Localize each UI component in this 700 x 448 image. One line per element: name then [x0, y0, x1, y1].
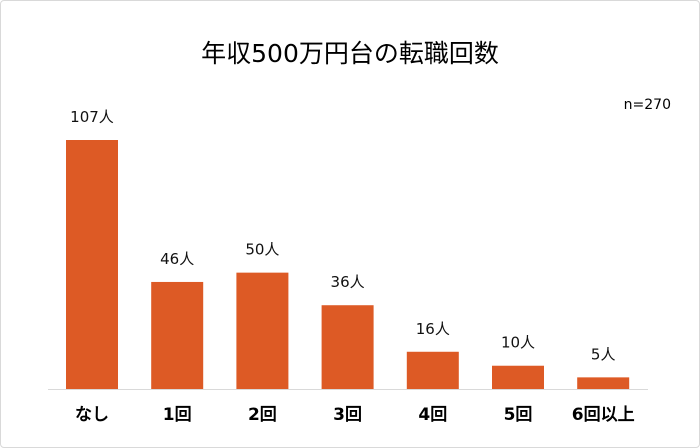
category-label-5: 5回 [504, 405, 533, 425]
data-label-5: 10人 [501, 334, 535, 352]
chart-title: 年収500万円台の転職回数 [201, 39, 499, 68]
bar-4 [406, 351, 459, 389]
bar-0 [66, 140, 118, 389]
data-label-0: 107人 [70, 108, 114, 126]
data-label-3: 36人 [331, 273, 365, 291]
data-label-1: 46人 [160, 250, 194, 268]
bar-2 [236, 272, 289, 389]
bar-5 [492, 365, 544, 389]
category-label-1: 1回 [163, 405, 192, 425]
data-label-6: 5人 [591, 345, 616, 363]
bar-3 [321, 305, 374, 389]
bar-6 [577, 377, 630, 389]
category-label-0: なし [75, 405, 109, 425]
data-label-2: 50人 [245, 241, 279, 259]
category-label-2: 2回 [248, 405, 277, 425]
data-label-4: 16人 [416, 320, 450, 338]
category-label-3: 3回 [333, 405, 362, 425]
category-label-4: 4回 [418, 405, 447, 425]
category-label-6: 6回以上 [572, 405, 635, 425]
sample-size-note: n=270 [624, 97, 671, 113]
bar-1 [151, 281, 204, 389]
